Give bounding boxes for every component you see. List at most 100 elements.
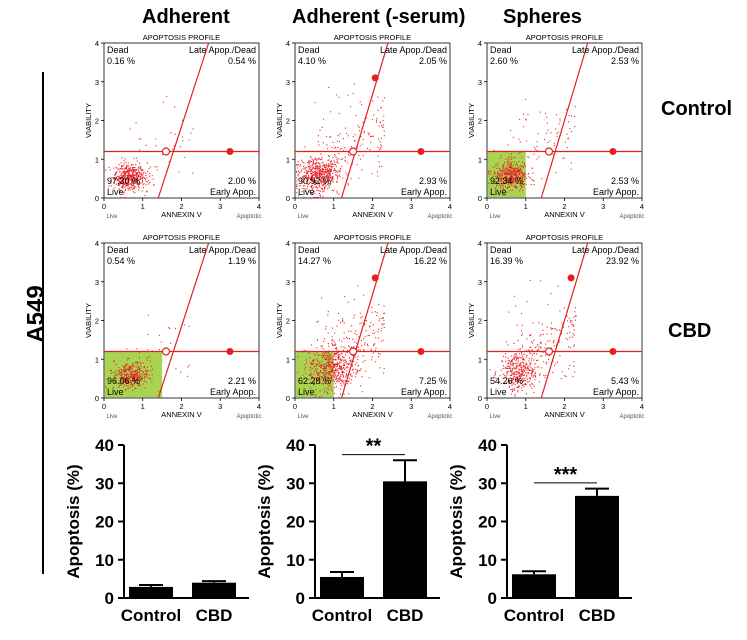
- scatter-point: [502, 183, 504, 185]
- scatter-point: [360, 339, 363, 341]
- scatter-point: [316, 177, 318, 180]
- scatter-point: [327, 177, 329, 179]
- scatter-point: [113, 167, 115, 169]
- scatter-point: [146, 181, 149, 183]
- scatter-point: [544, 376, 546, 378]
- scatter-point: [137, 362, 139, 364]
- scatter-point: [311, 178, 313, 180]
- scatter-point: [307, 170, 309, 172]
- scatter-point: [362, 361, 364, 363]
- scatter-point: [335, 348, 337, 350]
- x-tick-label: 2: [370, 202, 374, 211]
- scatter-point: [114, 381, 116, 383]
- scatter-point: [311, 172, 313, 174]
- scatter-point: [533, 180, 535, 182]
- scatter-point: [347, 367, 349, 369]
- scatter-point: [352, 355, 355, 357]
- scatter-point: [530, 385, 532, 387]
- scatter-point: [380, 330, 382, 332]
- scatter-point: [324, 173, 326, 175]
- scatter-point: [118, 386, 120, 388]
- scatter-point: [139, 368, 141, 371]
- scatter-point: [338, 378, 340, 380]
- scatter-point: [566, 315, 568, 317]
- scatter-point: [117, 179, 119, 181]
- quadrant-label-dead: Dead: [298, 245, 320, 255]
- scatter-point: [519, 170, 521, 172]
- scatter-point: [316, 165, 318, 167]
- y-tick-label: 4: [286, 39, 290, 48]
- scatter-point: [135, 371, 137, 373]
- scatter-points: [296, 83, 386, 198]
- scatter-point: [510, 170, 512, 172]
- scatter-point: [328, 361, 330, 363]
- scatter-point: [330, 379, 332, 381]
- scatter-point: [328, 163, 330, 165]
- scatter-point: [132, 171, 134, 174]
- scatter-point: [523, 126, 525, 128]
- scatter-point: [494, 173, 496, 175]
- scatter-point: [296, 177, 298, 179]
- x-tick-label: 1: [332, 202, 336, 211]
- scatter-point: [514, 173, 516, 175]
- scatter-point: [383, 305, 385, 307]
- scatter-point: [342, 363, 345, 365]
- scatter-point: [174, 133, 176, 136]
- scatter-point: [334, 359, 336, 361]
- scatter-point: [141, 177, 143, 179]
- scatter-point: [313, 384, 315, 386]
- scatter-point: [511, 173, 513, 175]
- scatter-point: [324, 379, 326, 381]
- x-tick-label: 3: [218, 202, 222, 211]
- scatter-point: [510, 355, 512, 357]
- scatter-point: [125, 365, 127, 367]
- scatter-point: [337, 371, 339, 373]
- scatter-point: [115, 381, 117, 383]
- scatter-point: [345, 172, 347, 174]
- scatter-point: [502, 365, 505, 367]
- x-tick-label: 0: [102, 202, 106, 211]
- scatter-point: [118, 185, 120, 187]
- scatter-point: [330, 371, 332, 373]
- scatter-point: [343, 371, 345, 373]
- scatter-point: [516, 171, 518, 173]
- scatter-point: [313, 381, 315, 384]
- scatter-point: [555, 128, 557, 130]
- scatter-point: [318, 354, 320, 356]
- scatter-point: [319, 190, 321, 192]
- scatter-point: [313, 370, 316, 372]
- scatter-point: [142, 173, 144, 175]
- scatter-point: [357, 369, 359, 371]
- scatter-point: [304, 146, 306, 148]
- scatter-point: [357, 285, 359, 287]
- scatter-point: [371, 356, 373, 358]
- scatter-point: [146, 162, 148, 164]
- scatter-point: [501, 177, 503, 179]
- scatter-point: [317, 170, 319, 173]
- scatter-point: [313, 159, 315, 161]
- scatter-point: [119, 372, 121, 374]
- scatter-point: [322, 357, 324, 359]
- scatter-point: [540, 280, 542, 282]
- scatter-point: [516, 357, 518, 359]
- scatter-point: [568, 317, 570, 320]
- scatter-point: [296, 164, 298, 166]
- scatter-point: [331, 357, 333, 359]
- scatter-point: [121, 179, 124, 181]
- scatter-point: [334, 171, 336, 173]
- scatter-point: [337, 362, 339, 365]
- scatter-point: [323, 170, 325, 172]
- scatter-point: [379, 318, 381, 320]
- scatter-point: [351, 364, 353, 366]
- scatter-point: [341, 360, 343, 362]
- scatter-point: [522, 166, 524, 169]
- scatter-point: [331, 361, 333, 363]
- scatter-point: [334, 363, 336, 365]
- gate-center-handle: [349, 347, 358, 356]
- scatter-point: [357, 365, 359, 367]
- scatter-point: [147, 369, 149, 372]
- scatter-point: [513, 355, 515, 357]
- y-tick-label: 3: [478, 278, 482, 287]
- scatter-point: [337, 357, 339, 359]
- scatter-point: [346, 132, 348, 135]
